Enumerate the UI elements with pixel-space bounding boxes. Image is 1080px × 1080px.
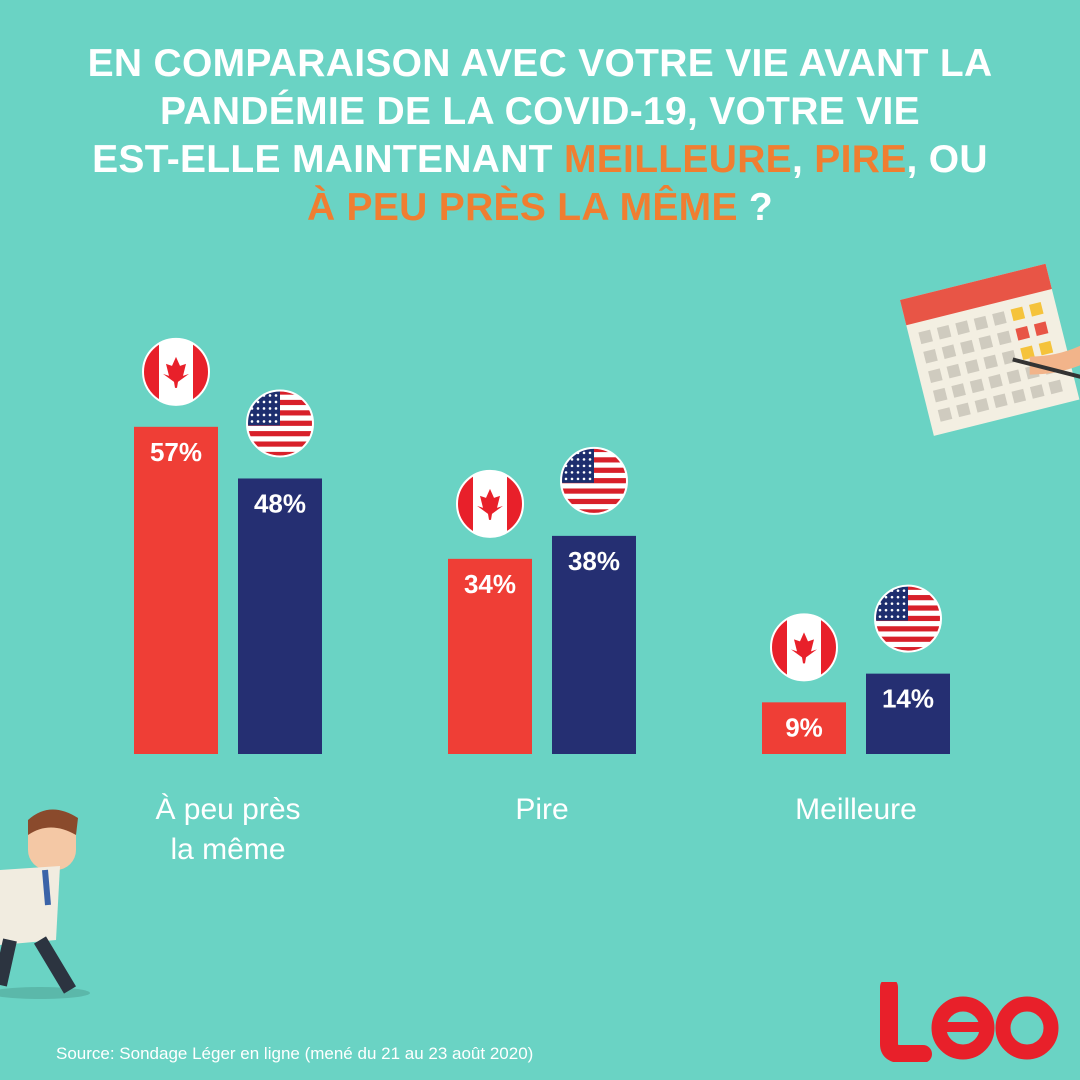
title-text: EST-ELLE MAINTENANT (92, 138, 564, 181)
canada-flag-icon (456, 469, 524, 538)
source-note: Source: Sondage Léger en ligne (mené du … (56, 1044, 534, 1063)
bar-usa-2 (866, 673, 950, 754)
data-label: 38% (568, 546, 620, 576)
category-label-line: À peu près (155, 793, 301, 826)
title-highlight: À PEU PRÈS LA MÊME (306, 186, 738, 229)
category-label: Meilleure (736, 790, 976, 830)
bar-usa-0 (238, 478, 322, 754)
chart-title: EN COMPARAISON AVEC VOTRE VIE AVANT LA P… (0, 40, 1080, 232)
title-text: , (792, 138, 815, 181)
usa-flag-icon (246, 389, 314, 458)
usa-flag-icon (874, 584, 942, 653)
title-line: EN COMPARAISON AVEC VOTRE VIE AVANT LA (87, 42, 993, 85)
bar-usa-1 (552, 535, 636, 754)
data-label: 34% (464, 569, 516, 599)
title-line: PANDÉMIE DE LA COVID-19, VOTRE VIE (160, 90, 920, 133)
title-line: À PEU PRÈS LA MÊME ? (0, 184, 1080, 232)
canada-flag-icon (142, 337, 210, 406)
title-highlight: MEILLEURE (563, 138, 792, 181)
category-label-line: la même (170, 833, 286, 866)
calendar-illustration (900, 263, 1080, 436)
leo-logo (880, 982, 1059, 1062)
title-text: ? (737, 186, 774, 229)
data-label: 48% (254, 488, 306, 518)
title-line: EST-ELLE MAINTENANT MEILLEURE, PIRE, OU (0, 136, 1080, 184)
worried-man-illustration (0, 809, 90, 999)
category-label: Pire (422, 790, 662, 830)
title-highlight: PIRE (814, 138, 907, 181)
category-label: À peu près la même (108, 790, 348, 870)
bar-canada-1 (448, 558, 532, 754)
data-label: 57% (150, 437, 202, 467)
title-text: , OU (906, 138, 988, 181)
bar-canada-0 (134, 426, 218, 754)
bar-canada-2 (762, 702, 846, 754)
usa-flag-icon (560, 446, 628, 515)
category-label-line: Pire (515, 793, 569, 826)
data-label: 9% (785, 712, 823, 742)
canada-flag-icon (770, 613, 838, 682)
category-label-line: Meilleure (795, 793, 917, 826)
data-label: 14% (882, 684, 934, 714)
